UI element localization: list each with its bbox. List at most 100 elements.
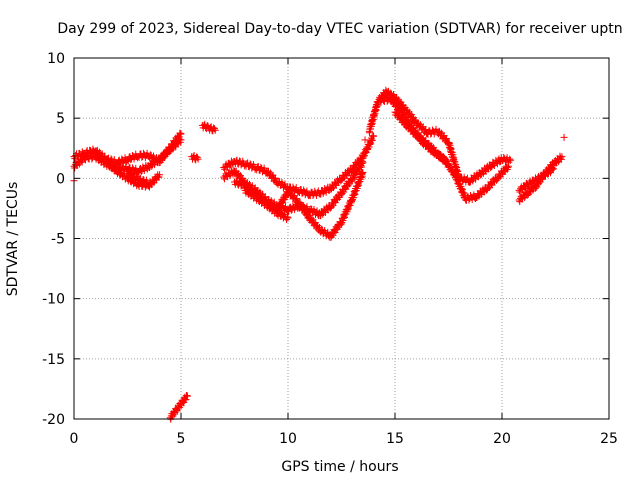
series-track-d [124,167,153,189]
x-axis-label: GPS time / hours [281,459,398,475]
data-point-marker [400,119,408,127]
data-point-marker [293,195,301,203]
data-point-marker [177,136,185,144]
data-point-marker [125,174,133,182]
data-point-marker [148,162,156,170]
data-point-marker [271,174,279,182]
data-point-marker [123,157,131,165]
data-point-marker [507,156,515,164]
data-point-marker [443,135,451,143]
data-point-marker [327,233,335,241]
series-outlier-2 [361,136,369,144]
data-point-marker [504,164,512,172]
data-point-marker [391,99,399,107]
series-track-h [220,132,378,200]
data-point-marker [422,126,430,134]
series-track-n [391,108,452,169]
data-point-marker [156,171,164,179]
data-point-marker [432,146,440,154]
x-tick-label: 20 [493,431,511,447]
data-point-marker [327,203,335,211]
plot-frame [73,57,610,420]
data-point-marker [145,179,153,187]
data-point-marker [117,168,125,176]
data-point-marker [487,163,495,171]
series-track-k [241,186,292,224]
x-tick-label: 25 [600,431,618,447]
data-point-marker [544,170,552,178]
series-track-f [198,120,219,135]
data-point-marker [384,88,392,96]
data-point-marker [226,172,234,180]
data-point-marker [183,392,191,400]
data-point-marker [395,111,403,119]
data-point-marker [326,204,334,212]
data-point-marker [93,153,101,161]
data-point-marker [194,155,202,163]
data-point-marker [96,154,104,162]
data-point-marker [245,188,253,196]
y-tick-label: 10 [47,51,65,67]
data-point-marker [515,186,523,194]
data-point-marker [282,203,290,211]
data-point-marker [387,89,395,97]
data-point-marker [284,214,292,222]
series-outlier-1 [560,133,568,141]
data-point-marker [235,171,243,179]
data-point-marker [558,153,566,161]
data-point-marker [487,164,495,172]
data-point-marker [444,161,452,169]
data-point-marker [175,404,183,412]
series-track-j [231,168,367,241]
data-point-marker [504,162,512,170]
data-point-marker [226,162,234,170]
data-point-marker [361,136,369,144]
data-point-marker [292,184,300,192]
x-tick-label: 0 [70,431,79,447]
y-tick-label: 0 [56,171,65,187]
data-point-marker [114,167,122,175]
x-tick-label: 10 [279,431,297,447]
data-point-marker [560,133,568,141]
series-track-p [515,164,557,196]
y-tick-label: -20 [42,412,65,428]
data-point-marker [256,195,264,203]
data-point-marker [250,192,258,200]
y-axis-label: SDTVAR / TECUs [5,182,21,297]
data-point-marker [482,186,490,194]
data-point-marker [182,396,190,404]
x-tick-label: 5 [177,431,186,447]
data-point-marker [445,160,452,168]
series-track-l [365,86,515,186]
data-point-marker [557,154,565,162]
data-point-marker [411,127,419,135]
data-point-marker [521,184,529,192]
data-point-marker [210,125,218,133]
series-track-e [188,152,202,164]
data-point-marker [177,130,185,138]
data-point-marker [211,126,219,134]
data-point-marker [506,155,514,163]
data-point-marker [253,194,261,202]
series-track-g [166,392,191,423]
data-point-marker [443,157,451,165]
data-point-marker [399,115,407,123]
data-point-marker [307,215,315,223]
x-tick-label: 15 [386,431,404,447]
data-point-marker [549,165,557,173]
y-tick-label: -15 [42,352,65,368]
data-point-marker [133,172,141,180]
y-tick-label: 5 [56,111,65,127]
data-point-marker [318,225,326,233]
data-point-marker [338,189,346,197]
data-point-marker [176,129,184,137]
data-point-marker [314,222,322,230]
data-point-marker [344,182,352,190]
data-point-marker [548,164,556,172]
data-point-marker [183,392,191,400]
data-points [70,86,568,423]
data-point-marker [153,158,161,166]
